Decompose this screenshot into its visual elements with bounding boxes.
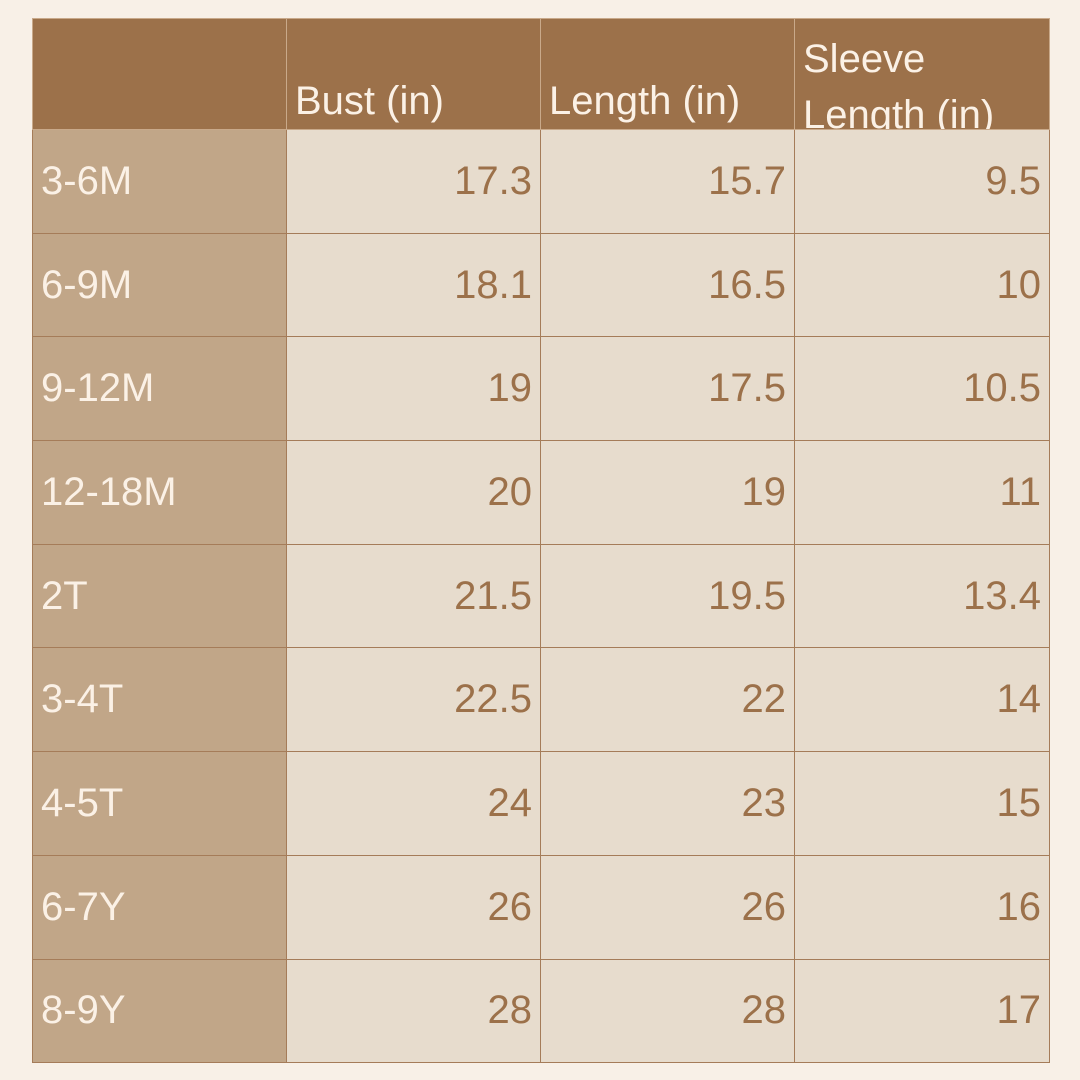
header-length-label: Length (in) — [549, 79, 741, 123]
cell-bust: 19 — [286, 336, 541, 442]
cell-length: 17.5 — [540, 336, 795, 442]
cell-length: 19.5 — [540, 543, 795, 649]
cell-bust: 20 — [286, 440, 541, 545]
header-row: Bust (in) Length (in) Sleeve Length (in) — [32, 18, 1050, 130]
cell-bust: 18.1 — [286, 232, 541, 338]
cell-length: 22 — [540, 647, 795, 753]
cell-length: 16.5 — [540, 232, 795, 338]
cell-bust: 28 — [286, 958, 541, 1064]
header-bust: Bust (in) — [286, 18, 541, 130]
cell-bust: 24 — [286, 751, 541, 856]
table-row: 4-5T 24 23 15 — [32, 751, 1050, 856]
cell-sleeve-length: 10 — [794, 232, 1050, 338]
header-bust-label: Bust (in) — [295, 79, 444, 123]
table-row: 3-4T 22.5 22 14 — [32, 647, 1050, 753]
cell-size: 9-12M — [32, 336, 287, 442]
cell-length: 23 — [540, 751, 795, 856]
header-sleeve-length: Sleeve Length (in) — [794, 18, 1050, 130]
header-size — [32, 18, 287, 130]
cell-sleeve-length: 11 — [794, 440, 1050, 545]
cell-sleeve-length: 14 — [794, 647, 1050, 753]
cell-length: 19 — [540, 440, 795, 545]
cell-sleeve-length: 17 — [794, 958, 1050, 1064]
cell-size: 3-4T — [32, 647, 287, 753]
cell-length: 15.7 — [540, 129, 795, 234]
cell-length: 28 — [540, 958, 795, 1064]
table-row: 3-6M 17.3 15.7 9.5 — [32, 129, 1050, 234]
cell-size: 6-9M — [32, 232, 287, 338]
cell-bust: 22.5 — [286, 647, 541, 753]
table-row: 2T 21.5 19.5 13.4 — [32, 543, 1050, 649]
table-row: 6-9M 18.1 16.5 10 — [32, 232, 1050, 338]
cell-sleeve-length: 15 — [794, 751, 1050, 856]
cell-size: 12-18M — [32, 440, 287, 545]
cell-sleeve-length: 16 — [794, 854, 1050, 960]
size-chart-table: Bust (in) Length (in) Sleeve Length (in)… — [32, 18, 1050, 1064]
header-length: Length (in) — [540, 18, 795, 130]
cell-size: 3-6M — [32, 129, 287, 234]
cell-sleeve-length: 10.5 — [794, 336, 1050, 442]
table-row: 9-12M 19 17.5 10.5 — [32, 336, 1050, 442]
table-row: 8-9Y 28 28 17 — [32, 958, 1050, 1064]
cell-size: 6-7Y — [32, 854, 287, 960]
cell-sleeve-length: 13.4 — [794, 543, 1050, 649]
cell-sleeve-length: 9.5 — [794, 129, 1050, 234]
cell-size: 2T — [32, 543, 287, 649]
table-row: 12-18M 20 19 11 — [32, 440, 1050, 545]
cell-size: 4-5T — [32, 751, 287, 856]
cell-bust: 21.5 — [286, 543, 541, 649]
cell-size: 8-9Y — [32, 958, 287, 1064]
cell-bust: 26 — [286, 854, 541, 960]
table-row: 6-7Y 26 26 16 — [32, 854, 1050, 960]
cell-length: 26 — [540, 854, 795, 960]
header-sleeve-length-label: Sleeve Length (in) — [803, 37, 995, 129]
cell-bust: 17.3 — [286, 129, 541, 234]
